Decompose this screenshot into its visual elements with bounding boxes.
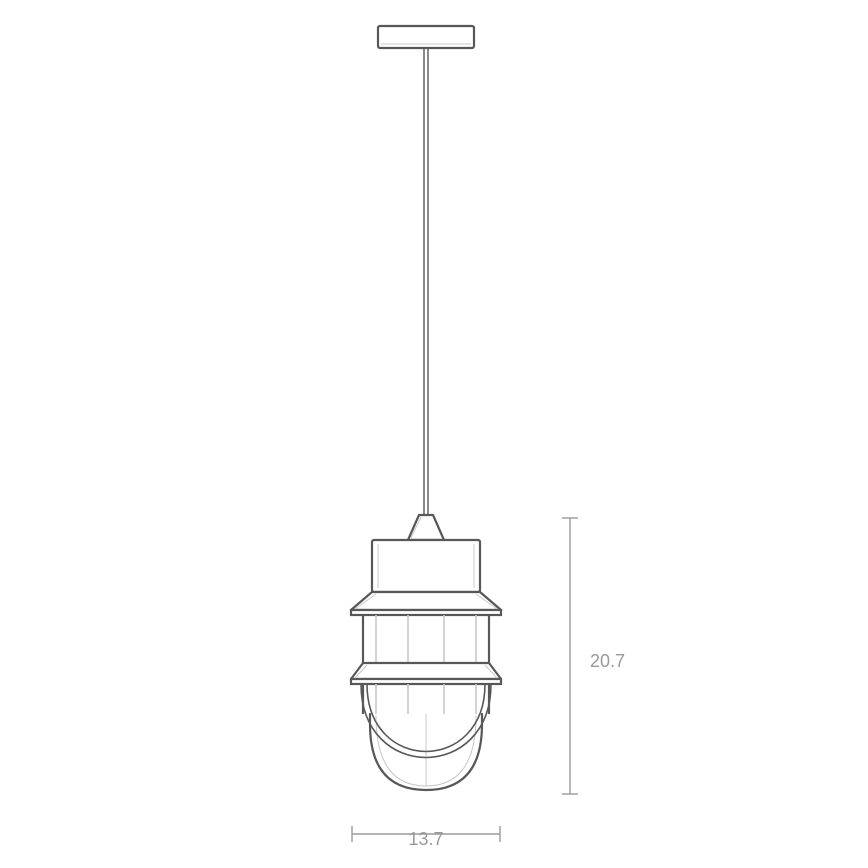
pendant-lamp-diagram: 20.7 13.7 (0, 0, 868, 868)
width-dimension-label: 13.7 (408, 829, 443, 849)
height-dimension-label: 20.7 (590, 651, 625, 671)
lamp-fixture (351, 26, 501, 790)
